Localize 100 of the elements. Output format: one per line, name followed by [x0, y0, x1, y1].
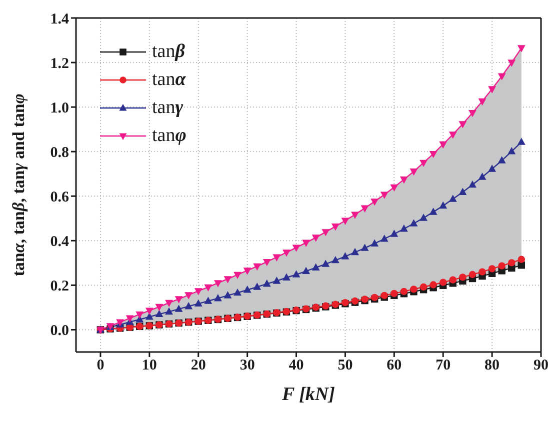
x-tick-label: 80	[484, 358, 500, 374]
point	[155, 310, 164, 318]
point	[262, 258, 271, 266]
point	[234, 288, 242, 296]
point	[400, 288, 408, 296]
point	[380, 234, 388, 242]
point	[498, 262, 506, 270]
point	[165, 307, 173, 315]
point	[136, 311, 144, 319]
point	[449, 276, 456, 284]
x-tick-label: 50	[338, 358, 353, 374]
point	[204, 284, 212, 292]
point	[420, 283, 428, 291]
point	[468, 110, 476, 118]
point	[145, 308, 154, 315]
point	[478, 98, 486, 106]
point	[478, 172, 486, 180]
point	[312, 234, 320, 242]
legend-label: tanβ	[152, 41, 185, 62]
point	[145, 312, 154, 320]
point	[410, 219, 418, 226]
point	[360, 205, 369, 212]
point	[478, 268, 486, 276]
point	[331, 256, 340, 264]
point	[214, 280, 222, 288]
point	[126, 315, 134, 322]
point	[272, 276, 281, 284]
point	[488, 164, 496, 172]
point	[468, 270, 476, 278]
point	[184, 292, 193, 300]
x-tick-label: 20	[190, 358, 206, 374]
legend-label: tanα	[152, 69, 186, 90]
point	[380, 192, 388, 199]
x-axis-title: F [kN]	[281, 384, 335, 405]
point	[448, 132, 457, 139]
point	[410, 286, 418, 293]
point	[243, 286, 252, 293]
x-tick-label: 0	[96, 358, 104, 374]
point	[508, 147, 516, 154]
point	[262, 280, 271, 287]
point	[370, 198, 379, 206]
point	[331, 224, 340, 231]
point	[312, 263, 320, 270]
point	[390, 230, 398, 237]
point	[390, 184, 398, 192]
point	[224, 291, 232, 298]
point	[204, 296, 212, 304]
point	[341, 252, 350, 260]
point	[174, 304, 183, 312]
point	[488, 86, 496, 94]
point	[351, 212, 359, 219]
point	[440, 278, 447, 286]
point	[508, 60, 516, 67]
point	[282, 273, 290, 281]
point	[439, 201, 448, 209]
point	[341, 218, 350, 225]
x-tick-label: 70	[436, 358, 451, 374]
point	[322, 260, 330, 267]
point	[468, 180, 476, 188]
point	[508, 259, 516, 266]
point	[410, 168, 418, 176]
point	[194, 288, 202, 296]
point	[322, 229, 330, 236]
point	[400, 224, 408, 232]
point	[292, 244, 300, 252]
y-tick-label: 0.0	[50, 323, 69, 340]
point	[292, 270, 300, 278]
point	[430, 281, 437, 288]
point	[498, 73, 506, 80]
point	[243, 268, 252, 275]
point	[488, 265, 496, 272]
point	[458, 188, 467, 196]
y-tick-label: 0.8	[50, 144, 69, 161]
point	[517, 45, 526, 52]
point	[498, 156, 506, 164]
y-tick-label: 1.4	[50, 11, 70, 28]
point	[448, 194, 457, 202]
point	[429, 208, 438, 215]
x-tick-label: 90	[534, 358, 548, 374]
point	[420, 160, 428, 168]
y-tick-label: 0.2	[50, 278, 69, 295]
point	[302, 240, 310, 247]
point	[370, 239, 379, 246]
legend-label: tanγ	[152, 97, 184, 118]
point	[253, 263, 262, 271]
point	[272, 254, 281, 262]
point	[439, 141, 448, 149]
point	[360, 244, 369, 251]
point	[518, 256, 526, 263]
x-tick-label: 30	[240, 358, 255, 374]
point	[517, 138, 526, 145]
point	[459, 274, 466, 281]
point	[234, 272, 242, 280]
x-tick-label: 10	[142, 358, 157, 374]
point	[420, 214, 428, 221]
x-tick-label: 40	[288, 358, 304, 374]
y-tick-label: 0.6	[50, 189, 70, 206]
point	[400, 176, 408, 184]
y-tick-label: 1.0	[50, 100, 69, 116]
point	[302, 266, 310, 274]
